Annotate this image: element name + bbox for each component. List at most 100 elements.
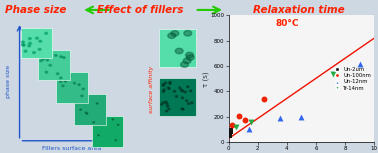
Circle shape: [166, 103, 168, 105]
Un-100nm: [229, 123, 235, 126]
Circle shape: [163, 89, 165, 91]
Circle shape: [186, 52, 194, 58]
Text: Relaxation time: Relaxation time: [253, 5, 344, 15]
Circle shape: [82, 88, 84, 90]
Circle shape: [75, 97, 77, 99]
Circle shape: [175, 96, 178, 97]
Circle shape: [182, 108, 184, 110]
Circle shape: [180, 89, 183, 91]
Circle shape: [187, 86, 189, 88]
Circle shape: [161, 104, 163, 105]
Circle shape: [171, 31, 179, 36]
Un-12nm: [246, 128, 252, 130]
Un-12nm: [356, 62, 363, 65]
Text: 80°C: 80°C: [275, 19, 299, 28]
Tr-14nm: [233, 126, 239, 128]
Circle shape: [167, 105, 169, 107]
Circle shape: [163, 91, 164, 92]
Circle shape: [69, 75, 71, 77]
Un-100nm: [260, 98, 266, 100]
Circle shape: [166, 110, 168, 112]
Un-100nm: [242, 119, 248, 121]
Circle shape: [28, 45, 31, 47]
Circle shape: [86, 113, 88, 114]
Circle shape: [80, 109, 82, 110]
Un-2um: [228, 130, 234, 133]
Circle shape: [168, 108, 170, 110]
Circle shape: [22, 41, 24, 43]
Circle shape: [54, 55, 57, 56]
Circle shape: [38, 48, 41, 50]
Circle shape: [93, 122, 94, 123]
Circle shape: [62, 85, 64, 87]
Circle shape: [115, 140, 116, 141]
Circle shape: [181, 97, 184, 99]
Circle shape: [64, 81, 67, 82]
Circle shape: [60, 81, 62, 82]
Bar: [21, 28, 52, 58]
Bar: [92, 116, 124, 147]
Legend: Un-2um, Un-100nm, Un-12nm, Tr-14nm: Un-2um, Un-100nm, Un-12nm, Tr-14nm: [331, 66, 372, 91]
Circle shape: [169, 83, 171, 84]
Circle shape: [45, 71, 48, 73]
Circle shape: [169, 82, 171, 83]
Un-100nm: [236, 114, 242, 117]
Text: Fillers surface area: Fillers surface area: [42, 146, 101, 151]
Circle shape: [162, 84, 164, 85]
Circle shape: [78, 84, 80, 85]
Circle shape: [183, 58, 191, 64]
Circle shape: [42, 58, 44, 60]
Tr-14nm: [248, 121, 254, 123]
Circle shape: [40, 60, 42, 62]
Circle shape: [73, 82, 76, 84]
Tr-14nm: [330, 73, 336, 75]
Circle shape: [98, 135, 99, 136]
Circle shape: [24, 50, 27, 52]
Y-axis label: τ (s): τ (s): [203, 71, 209, 87]
Circle shape: [186, 55, 194, 60]
Circle shape: [191, 102, 193, 104]
Text: phase size: phase size: [6, 65, 11, 98]
Un-12nm: [298, 116, 304, 118]
Circle shape: [184, 30, 192, 36]
Circle shape: [85, 112, 87, 113]
Circle shape: [33, 52, 36, 54]
Text: Phase size: Phase size: [5, 5, 67, 15]
Circle shape: [22, 44, 25, 46]
Circle shape: [29, 42, 31, 44]
Bar: [39, 50, 70, 80]
Circle shape: [186, 100, 188, 102]
Circle shape: [168, 88, 170, 89]
Circle shape: [181, 62, 188, 67]
Circle shape: [63, 57, 65, 58]
Circle shape: [56, 73, 59, 75]
Circle shape: [39, 40, 42, 42]
Circle shape: [165, 101, 167, 103]
Circle shape: [60, 56, 62, 58]
Un-2um: [226, 134, 232, 136]
Circle shape: [28, 38, 31, 40]
Circle shape: [174, 91, 176, 92]
Circle shape: [187, 103, 190, 104]
Circle shape: [46, 59, 48, 61]
Circle shape: [60, 77, 62, 79]
Circle shape: [179, 87, 181, 89]
Bar: [159, 29, 196, 67]
Circle shape: [181, 108, 183, 110]
Circle shape: [164, 82, 167, 84]
Circle shape: [22, 44, 25, 46]
Circle shape: [112, 119, 113, 120]
Circle shape: [49, 64, 51, 66]
Circle shape: [167, 87, 169, 88]
Text: surface affinity: surface affinity: [149, 66, 153, 113]
Circle shape: [181, 90, 184, 92]
Circle shape: [190, 90, 192, 92]
Circle shape: [36, 37, 39, 39]
Circle shape: [184, 91, 186, 93]
Circle shape: [163, 85, 165, 86]
Circle shape: [175, 48, 183, 54]
Circle shape: [81, 95, 83, 97]
Bar: [74, 94, 105, 125]
Circle shape: [45, 32, 48, 34]
Un-12nm: [277, 116, 283, 119]
